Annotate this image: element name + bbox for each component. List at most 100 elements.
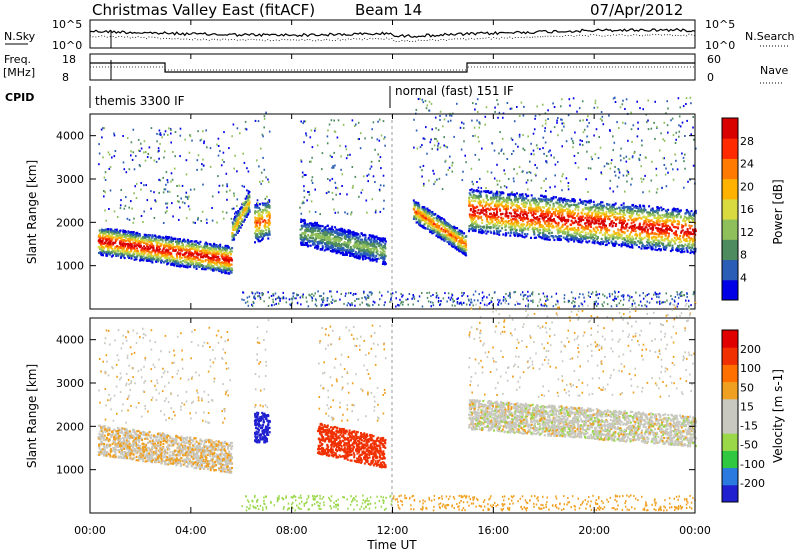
power-echo-mark <box>129 238 132 241</box>
power-marks <box>97 96 697 308</box>
power-scatter-mark <box>435 296 438 299</box>
power-echo-mark <box>197 246 199 249</box>
power-echo-mark <box>161 240 164 243</box>
power-echo-mark <box>427 223 430 226</box>
power-echo-mark <box>423 223 426 226</box>
power-echo-mark <box>431 232 434 235</box>
power-echo-mark <box>527 199 530 202</box>
power-echo-mark <box>608 223 611 226</box>
power-echo-mark <box>359 253 362 256</box>
power-echo-mark <box>566 202 569 205</box>
power-echo-mark <box>101 241 104 244</box>
power-echo-mark <box>347 232 350 235</box>
power-scatter-mark <box>463 292 465 294</box>
power-echo-mark <box>101 246 104 249</box>
power-echo-mark <box>170 240 173 243</box>
power-echo-mark <box>420 219 423 222</box>
power-scatter-mark <box>291 298 293 301</box>
power-echo-mark <box>241 211 244 214</box>
power-scatter-mark <box>275 298 277 301</box>
power-echo-mark <box>429 220 432 224</box>
power-echo-mark <box>627 218 630 222</box>
power-echo-mark <box>435 226 438 229</box>
power-echo-mark <box>258 206 261 210</box>
power-scatter-mark <box>426 292 428 294</box>
power-echo-mark <box>204 250 207 253</box>
power-echo-mark <box>257 238 260 241</box>
power-echo-mark <box>223 131 225 134</box>
power-echo-mark <box>416 208 419 211</box>
power-echo-mark <box>156 132 158 135</box>
power-echo-mark <box>196 168 198 171</box>
power-scatter-mark <box>614 295 616 298</box>
power-echo-mark <box>412 207 415 211</box>
power-echo-mark <box>355 243 358 246</box>
power-echo-mark <box>141 246 144 249</box>
power-echo-mark <box>433 172 435 175</box>
power-echo-mark <box>301 236 304 239</box>
power-echo-mark <box>188 251 191 254</box>
power-echo-mark <box>447 233 450 236</box>
power-echo-mark <box>316 221 319 225</box>
power-echo-mark <box>166 253 169 257</box>
power-echo-mark <box>350 251 353 254</box>
power-echo-mark <box>309 136 312 139</box>
power-echo-mark <box>222 247 225 250</box>
power-echo-mark <box>427 209 430 212</box>
power-echo-mark <box>268 222 271 225</box>
power-echo-mark <box>216 246 219 249</box>
power-echo-mark <box>303 189 305 192</box>
power-echo-mark <box>366 174 368 177</box>
power-scatter-mark <box>463 301 465 304</box>
power-echo-mark <box>595 235 598 238</box>
power-echo-mark <box>374 256 377 259</box>
power-scatter-mark <box>253 295 256 298</box>
power-echo-mark <box>135 155 137 157</box>
power-echo-mark <box>191 253 194 256</box>
power-echo-mark <box>158 242 161 245</box>
power-echo-mark <box>238 215 241 218</box>
power-echo-mark <box>178 200 180 203</box>
power-scatter-mark <box>339 298 341 301</box>
power-echo-mark <box>146 235 149 238</box>
power-echo-mark <box>174 131 177 133</box>
power-scatter-mark <box>432 293 434 296</box>
power-echo-mark <box>129 254 132 257</box>
power-echo-mark <box>208 264 211 267</box>
power-echo-mark <box>124 204 127 207</box>
power-echo-mark <box>317 227 320 230</box>
power-echo-mark <box>193 247 196 250</box>
power-echo-mark <box>349 247 352 250</box>
power-echo-mark <box>268 217 271 220</box>
power-echo-mark <box>521 210 524 213</box>
power-echo-mark <box>550 197 553 200</box>
power-echo-mark <box>221 255 224 258</box>
power-scatter-mark <box>407 298 409 301</box>
power-echo-mark <box>197 216 199 219</box>
power-echo-mark <box>122 234 125 237</box>
power-echo-mark <box>193 265 196 268</box>
power-echo-mark <box>432 220 435 223</box>
power-echo-mark <box>353 243 356 246</box>
power-scatter-mark <box>527 299 530 302</box>
power-echo-mark <box>436 222 439 226</box>
power-echo-mark <box>437 226 440 229</box>
power-echo-mark <box>362 248 365 251</box>
power-echo-mark <box>205 218 208 221</box>
power-echo-mark <box>109 166 112 168</box>
power-echo-mark <box>358 251 361 254</box>
power-echo-mark <box>122 244 124 247</box>
power-echo-mark <box>164 241 167 244</box>
power-echo-mark <box>186 258 189 261</box>
power-echo-mark <box>583 212 586 215</box>
power-echo-mark <box>318 241 321 244</box>
power-echo-mark <box>379 244 382 247</box>
power-echo-mark <box>114 241 117 244</box>
power-echo-mark <box>267 200 269 203</box>
power-echo-mark <box>682 217 685 221</box>
power-echo-mark <box>127 237 130 241</box>
power-echo-mark <box>132 221 135 224</box>
power-echo-mark <box>227 272 230 275</box>
power-echo-mark <box>370 252 373 255</box>
power-scatter-mark <box>513 291 515 294</box>
